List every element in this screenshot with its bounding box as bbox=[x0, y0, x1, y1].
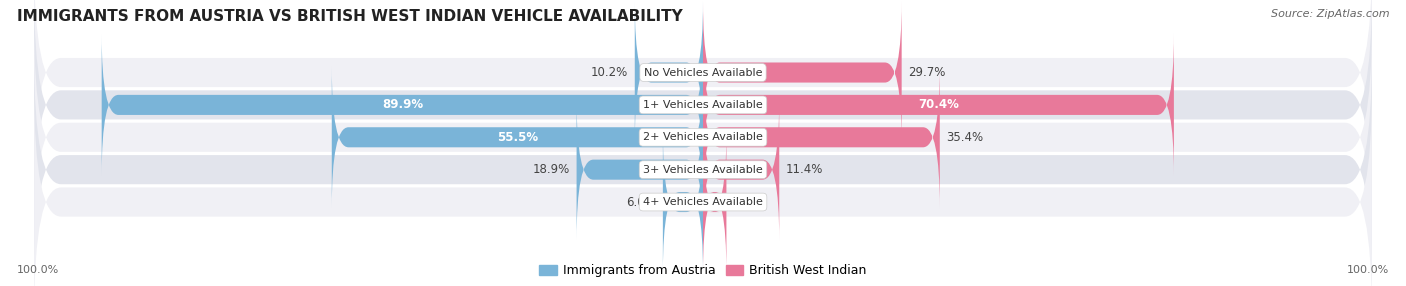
FancyBboxPatch shape bbox=[703, 34, 1174, 176]
FancyBboxPatch shape bbox=[703, 99, 779, 241]
Legend: Immigrants from Austria, British West Indian: Immigrants from Austria, British West In… bbox=[534, 259, 872, 282]
FancyBboxPatch shape bbox=[332, 66, 703, 208]
Text: 10.2%: 10.2% bbox=[591, 66, 628, 79]
FancyBboxPatch shape bbox=[34, 0, 1372, 187]
Text: 55.5%: 55.5% bbox=[496, 131, 538, 144]
FancyBboxPatch shape bbox=[34, 55, 1372, 285]
Text: 100.0%: 100.0% bbox=[17, 265, 59, 275]
Text: 89.9%: 89.9% bbox=[382, 98, 423, 112]
FancyBboxPatch shape bbox=[34, 22, 1372, 252]
Text: 100.0%: 100.0% bbox=[1347, 265, 1389, 275]
FancyBboxPatch shape bbox=[34, 0, 1372, 220]
Text: 35.4%: 35.4% bbox=[946, 131, 984, 144]
FancyBboxPatch shape bbox=[34, 87, 1372, 286]
FancyBboxPatch shape bbox=[703, 131, 727, 273]
Text: 2+ Vehicles Available: 2+ Vehicles Available bbox=[643, 132, 763, 142]
FancyBboxPatch shape bbox=[703, 66, 939, 208]
Text: 18.9%: 18.9% bbox=[533, 163, 569, 176]
Text: No Vehicles Available: No Vehicles Available bbox=[644, 67, 762, 78]
Text: 11.4%: 11.4% bbox=[786, 163, 824, 176]
FancyBboxPatch shape bbox=[634, 2, 703, 144]
Text: 3+ Vehicles Available: 3+ Vehicles Available bbox=[643, 165, 763, 175]
Text: 29.7%: 29.7% bbox=[908, 66, 946, 79]
Text: 4+ Vehicles Available: 4+ Vehicles Available bbox=[643, 197, 763, 207]
Text: 1+ Vehicles Available: 1+ Vehicles Available bbox=[643, 100, 763, 110]
Text: 70.4%: 70.4% bbox=[918, 98, 959, 112]
Text: IMMIGRANTS FROM AUSTRIA VS BRITISH WEST INDIAN VEHICLE AVAILABILITY: IMMIGRANTS FROM AUSTRIA VS BRITISH WEST … bbox=[17, 9, 683, 23]
Text: Source: ZipAtlas.com: Source: ZipAtlas.com bbox=[1271, 9, 1389, 19]
FancyBboxPatch shape bbox=[703, 2, 901, 144]
FancyBboxPatch shape bbox=[101, 34, 703, 176]
FancyBboxPatch shape bbox=[662, 131, 703, 273]
FancyBboxPatch shape bbox=[576, 99, 703, 241]
Text: 3.5%: 3.5% bbox=[733, 196, 762, 208]
Text: 6.0%: 6.0% bbox=[627, 196, 657, 208]
